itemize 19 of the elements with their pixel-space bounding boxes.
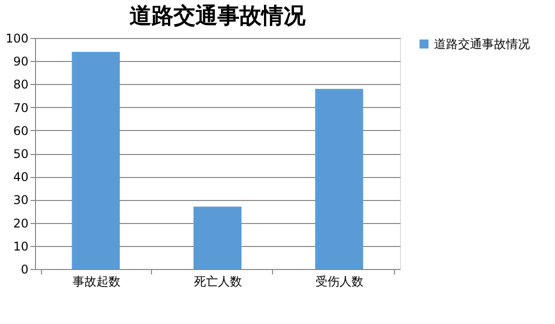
y-tick-label: 0	[20, 262, 28, 276]
y-tick-label: 100	[6, 32, 28, 46]
y-tick-label: 40	[13, 170, 28, 184]
legend-label: 道路交通事故情况	[434, 37, 530, 51]
bar	[194, 206, 242, 269]
y-tick-label: 90	[13, 54, 28, 69]
y-tick-label: 10	[13, 239, 28, 254]
y-tick-label: 30	[13, 193, 28, 208]
y-tick-label: 60	[13, 124, 28, 138]
x-tick-label: 受伤人数	[316, 274, 364, 288]
y-tick-label: 70	[13, 100, 28, 115]
chart-title: 道路交通事故情况	[130, 3, 306, 29]
x-tick-label: 死亡人数	[194, 274, 242, 288]
bar	[315, 88, 364, 269]
y-tick-label: 20	[13, 216, 28, 230]
y-tick-label: 50	[13, 147, 28, 161]
bar	[72, 52, 120, 269]
x-tick-label: 事故起数	[72, 274, 120, 288]
y-tick-label: 80	[13, 78, 28, 92]
